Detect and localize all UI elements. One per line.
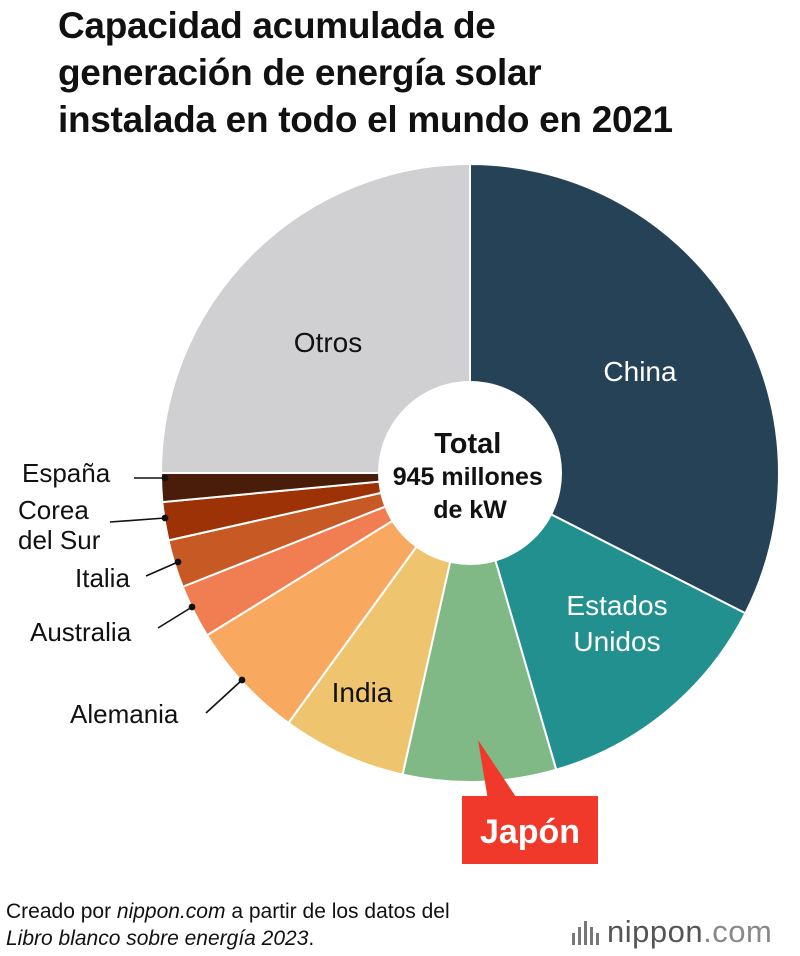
title-line-3: instalada en todo el mundo en 2021 [58, 99, 673, 140]
label-line: del Sur [18, 525, 101, 555]
slice-estados-unidos [468, 471, 747, 771]
label-line: Corea [18, 495, 89, 525]
source-middle: a partir de los datos del [225, 900, 450, 923]
source-site: nippon.com [116, 900, 226, 923]
label-line: Unidos [573, 626, 660, 657]
label-line: España [22, 458, 111, 488]
label-china: China [603, 356, 677, 387]
slice-otros [159, 162, 471, 474]
label-line: China [603, 356, 677, 387]
label-line: Australia [30, 617, 132, 647]
label-line: Italia [75, 563, 130, 593]
leader-line-corea-del-sur [109, 517, 166, 523]
slice-japon [401, 472, 558, 783]
highlight-box-japon [462, 796, 598, 864]
label-espana: España [22, 458, 111, 488]
label-estados-unidos: Estados Unidos [566, 590, 667, 657]
label-line: Otros [294, 327, 362, 358]
source-publication: Libro blanco sobre energía 2023 [6, 927, 309, 950]
donut-hole [378, 381, 562, 565]
label-line: Estados [566, 590, 667, 621]
label-line: Alemania [70, 699, 179, 729]
leader-line-alemania [205, 679, 243, 714]
donut-chart: China Estados Unidos Japón India Alemania Aust… [18, 162, 780, 864]
source-prefix: Creado por [6, 900, 117, 923]
leader-dot-alemania [238, 676, 246, 684]
title-line-1: Capacidad acumulada de [58, 5, 496, 46]
leader-line-australia [157, 606, 193, 629]
labels-layer: China Estados Unidos Japón India Alemania Aust… [18, 327, 677, 864]
logo-name: nippon [607, 914, 704, 949]
logo-bars-icon [572, 919, 599, 945]
label-line: India [332, 677, 393, 708]
label-italia: Italia [75, 563, 130, 593]
leader-dot-australia [188, 603, 196, 611]
label-japon: Japón [480, 813, 580, 851]
label-australia: Australia [30, 617, 132, 647]
center-line-total: Total [434, 428, 501, 460]
logo-suffix: .com [703, 914, 773, 949]
leader-dot-italia [174, 558, 182, 566]
label-corea-del-sur: Corea del Sur [18, 495, 101, 555]
leader-dot-espana [161, 474, 169, 482]
nippon-logo: nippon .com [572, 910, 772, 954]
leader-line-italia [145, 561, 179, 577]
source-note: Creado por nippon.com a partir de los da… [6, 898, 566, 952]
source-line-1: Creado por nippon.com a partir de los da… [6, 898, 566, 925]
center-line-amount: 945 millones [393, 463, 543, 491]
center-total-label: Total 945 millones de kW [393, 428, 548, 524]
leader-lines-layer [109, 474, 246, 714]
leader-dot-corea-del-sur [161, 514, 169, 522]
center-line-unit: de kW [433, 496, 507, 524]
label-alemania: Alemania [70, 699, 179, 729]
label-india: India [332, 677, 393, 708]
source-line-2: Libro blanco sobre energía 2023. [6, 925, 566, 952]
title-line-2: generación de energía solar [58, 52, 542, 93]
label-otros: Otros [294, 327, 362, 358]
highlight-pointer-japon [478, 740, 518, 800]
source-suffix: . [308, 927, 315, 950]
chart-title: Capacidad acumulada de generación de ene… [58, 2, 778, 143]
